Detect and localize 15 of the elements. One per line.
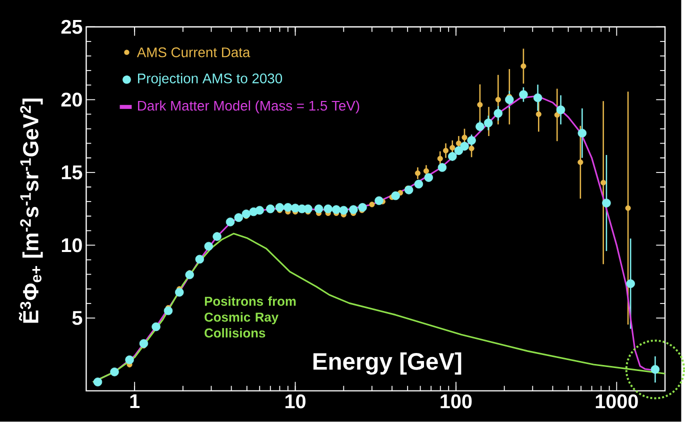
y-tick-label: 20 <box>61 92 82 107</box>
series-label: Positrons from Cosmic Ray Collisions <box>204 296 296 338</box>
x-tick-label: 1 <box>130 394 140 408</box>
x-tick-label: 1000 <box>596 394 638 409</box>
legend-label: Projection AMS to 2030 <box>138 73 282 86</box>
x-tick-label: 10 <box>286 394 306 409</box>
y-tick-label: 15 <box>62 166 82 180</box>
x-axis-title: Energy [GeV] <box>313 352 462 375</box>
legend-label: Dark Matter Model (Mass = 1.5 TeV) <box>138 100 360 114</box>
legend-label: AMS Current Data <box>136 48 250 58</box>
text: Ẽ$^{3}$Φ$_{e+}$ [m$^{-2}$s$^{-1}$sr$^{-1}$GeV$^{2}$] <box>18 98 43 323</box>
y-tick-label: 5 <box>72 311 82 326</box>
y-tick-label: 25 <box>61 20 82 34</box>
y-tick-label: 10 <box>62 238 82 252</box>
x-tick-label: 100 <box>440 394 472 409</box>
